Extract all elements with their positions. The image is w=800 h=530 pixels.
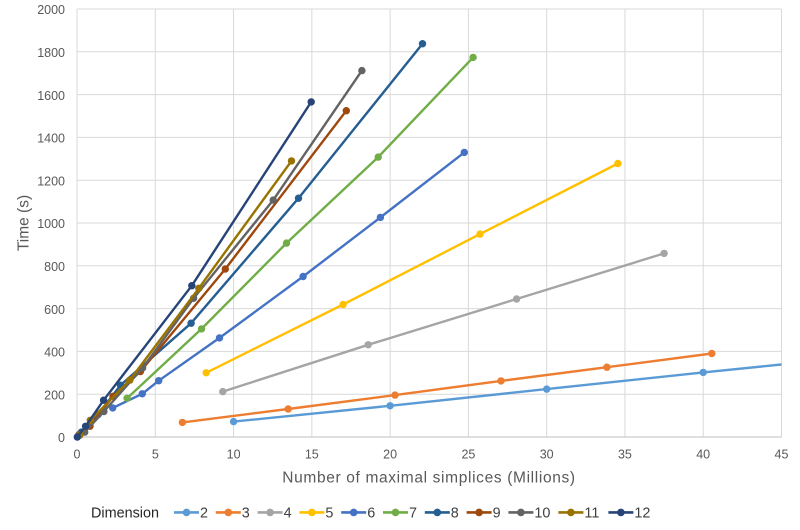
svg-text:35: 35 [618,447,632,461]
svg-text:15: 15 [305,447,319,461]
svg-text:2: 2 [200,506,208,522]
svg-text:12: 12 [634,506,650,522]
svg-text:1600: 1600 [37,89,65,103]
svg-text:1800: 1800 [37,46,65,60]
svg-text:Number of maximal simplices (M: Number of maximal simplices (Millions) [282,470,575,487]
svg-text:5: 5 [152,447,159,461]
svg-text:3: 3 [242,506,250,522]
svg-text:600: 600 [44,303,65,317]
svg-text:45: 45 [775,447,789,461]
svg-text:10: 10 [227,447,241,461]
svg-text:30: 30 [540,447,554,461]
svg-text:7: 7 [409,506,417,522]
svg-text:6: 6 [367,506,375,522]
svg-text:1400: 1400 [37,132,65,146]
svg-text:400: 400 [44,346,65,360]
svg-text:0: 0 [58,431,65,445]
svg-text:0: 0 [74,447,81,461]
svg-text:1200: 1200 [37,174,65,188]
svg-text:11: 11 [584,506,599,522]
svg-text:40: 40 [696,447,710,461]
svg-text:Time (s): Time (s) [16,195,33,251]
svg-text:1000: 1000 [37,217,65,231]
svg-text:20: 20 [383,447,397,461]
svg-text:4: 4 [284,506,292,522]
svg-text:25: 25 [461,447,475,461]
svg-text:9: 9 [493,506,501,522]
svg-text:Dimension: Dimension [91,505,159,521]
svg-text:200: 200 [44,388,65,402]
svg-text:2000: 2000 [37,3,65,17]
svg-text:8: 8 [451,506,459,522]
svg-text:800: 800 [44,260,65,274]
svg-text:10: 10 [534,506,550,522]
svg-text:5: 5 [325,506,333,522]
